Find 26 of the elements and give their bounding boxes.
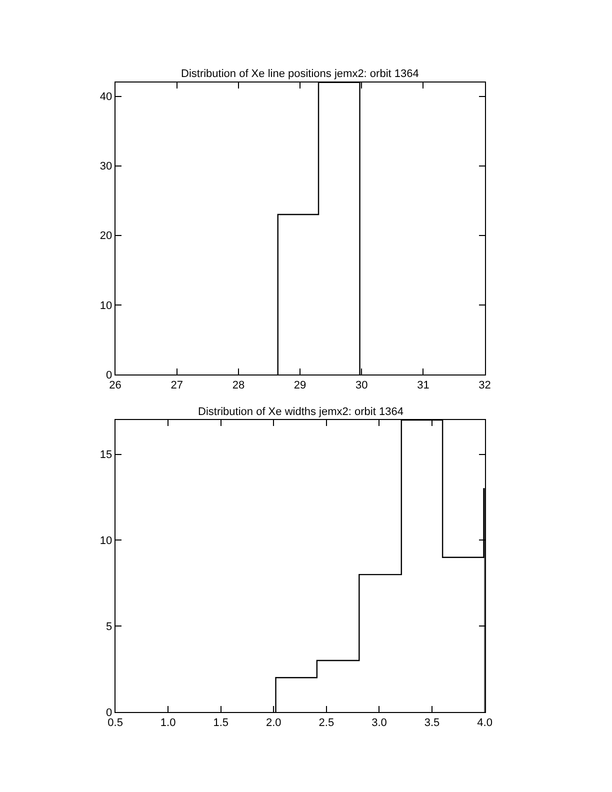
x-tick-label: 29 [294, 380, 306, 392]
x-tick-label: 28 [232, 380, 245, 392]
x-tick-label: 4.0 [477, 717, 492, 730]
y-tick-label: 15 [100, 449, 112, 462]
y-tick-label: 5 [106, 620, 112, 633]
x-tick-label: 27 [170, 380, 183, 392]
y-tick-label: 10 [100, 535, 112, 548]
y-tick-label: 0 [106, 369, 112, 382]
x-tick-label: 32 [478, 380, 491, 392]
x-tick-label: 30 [356, 380, 368, 392]
chart-title: Distribution of Xe widths jemx2: orbit 1364 [198, 406, 404, 418]
y-tick-label: 0 [106, 706, 112, 719]
x-tick-label: 2.0 [266, 717, 282, 730]
y-tick-label: 30 [100, 160, 112, 173]
x-tick-label: 31 [417, 380, 430, 392]
x-tick-label: 3.5 [424, 717, 440, 730]
x-tick-label: 1.0 [160, 717, 176, 730]
x-tick-label: 3.0 [372, 717, 387, 730]
x-tick-label: 1.5 [213, 717, 229, 730]
x-tick-label: 26 [109, 380, 122, 392]
y-tick-label: 40 [100, 91, 112, 104]
x-tick-label: 2.5 [318, 717, 334, 730]
y-tick-label: 20 [100, 230, 112, 242]
y-tick-label: 10 [100, 300, 112, 312]
x-tick-label: 0.5 [108, 717, 123, 730]
chart-title: Distribution of Xe line positions jemx2: orbit 1364 [181, 68, 419, 80]
